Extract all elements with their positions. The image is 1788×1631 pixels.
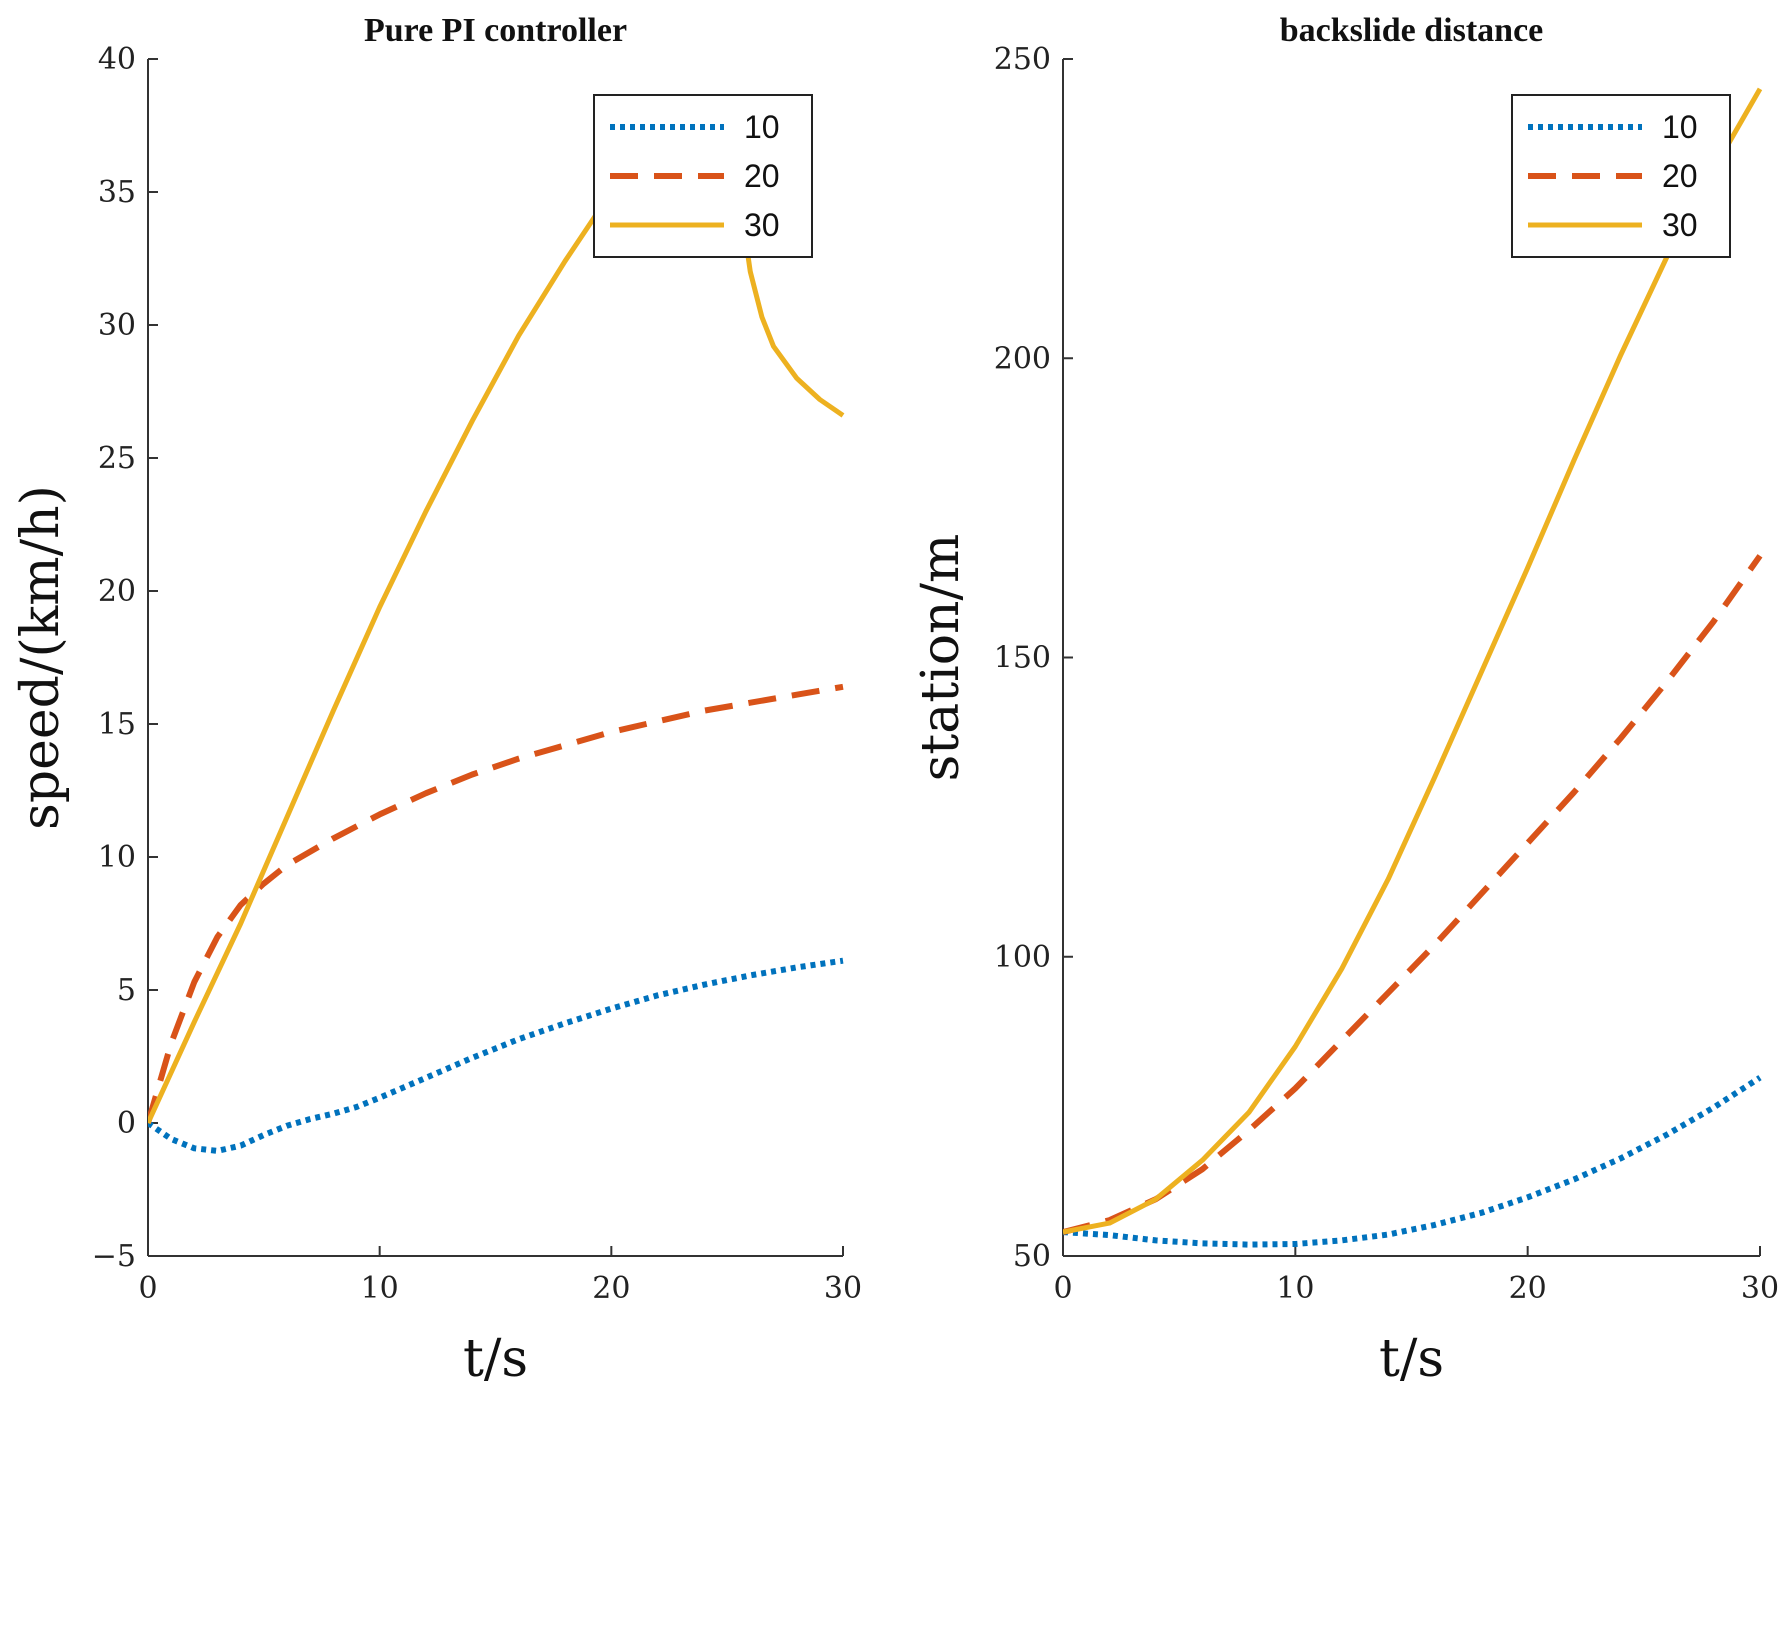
series-line-20 [1063, 554, 1763, 1236]
y-tick-label: 5 [117, 973, 136, 1008]
series-line-20 [148, 683, 844, 1124]
x-axis-label: t/s [463, 1329, 528, 1389]
legend-label-10: 10 [1662, 109, 1698, 145]
y-tick-label: −5 [92, 1239, 136, 1274]
plot-area [1063, 87, 1763, 1248]
y-tick-label: 200 [994, 341, 1051, 376]
y-tick-label: 50 [1013, 1239, 1051, 1274]
x-tick-label: 30 [1741, 1271, 1779, 1306]
x-tick-label: 0 [1053, 1271, 1072, 1306]
legend-label-30: 30 [744, 207, 780, 243]
y-tick-label: 100 [994, 940, 1051, 975]
y-tick-label: 10 [98, 840, 136, 875]
x-tick-label: 20 [592, 1271, 630, 1306]
x-axis-label: t/s [1379, 1329, 1444, 1389]
y-tick-label: 30 [98, 308, 136, 343]
x-tick-label: 20 [1509, 1271, 1547, 1306]
legend-label-20: 20 [744, 158, 780, 194]
y-axis-label: station/m [911, 534, 971, 782]
legend-label-20: 20 [1662, 158, 1698, 194]
y-tick-label: 15 [98, 707, 136, 742]
plot-area [148, 104, 845, 1154]
x-tick-label: 0 [138, 1271, 157, 1306]
series-line-30 [1063, 87, 1763, 1235]
y-tick-label: 0 [117, 1106, 136, 1141]
x-tick-label: 30 [824, 1271, 862, 1306]
y-tick-label: 25 [98, 441, 136, 476]
chart-title: Pure PI controller [364, 12, 627, 49]
y-tick-label: 40 [98, 42, 136, 77]
y-tick-label: 35 [98, 175, 136, 210]
x-tick-label: 10 [361, 1271, 399, 1306]
series-line-10 [148, 957, 844, 1154]
legend-label-30: 30 [1662, 207, 1698, 243]
chart-backslide-distance: 50 100 150 200 250 0 10 20 30 backslide distance t… [911, 12, 1779, 1389]
y-tick-label: 150 [994, 641, 1051, 676]
legend-label-10: 10 [744, 109, 780, 145]
series-line-30 [148, 104, 845, 1125]
y-axis-label: speed/(km/h) [11, 485, 71, 830]
x-tick-label: 10 [1276, 1271, 1314, 1306]
legend: 10 20 30 [593, 94, 813, 258]
legend: 10 20 30 [1511, 94, 1731, 258]
chart-title: backslide distance [1280, 12, 1544, 49]
series-line-10 [1063, 1075, 1762, 1248]
y-tick-label: 20 [98, 574, 136, 609]
y-tick-label: 250 [994, 42, 1051, 77]
